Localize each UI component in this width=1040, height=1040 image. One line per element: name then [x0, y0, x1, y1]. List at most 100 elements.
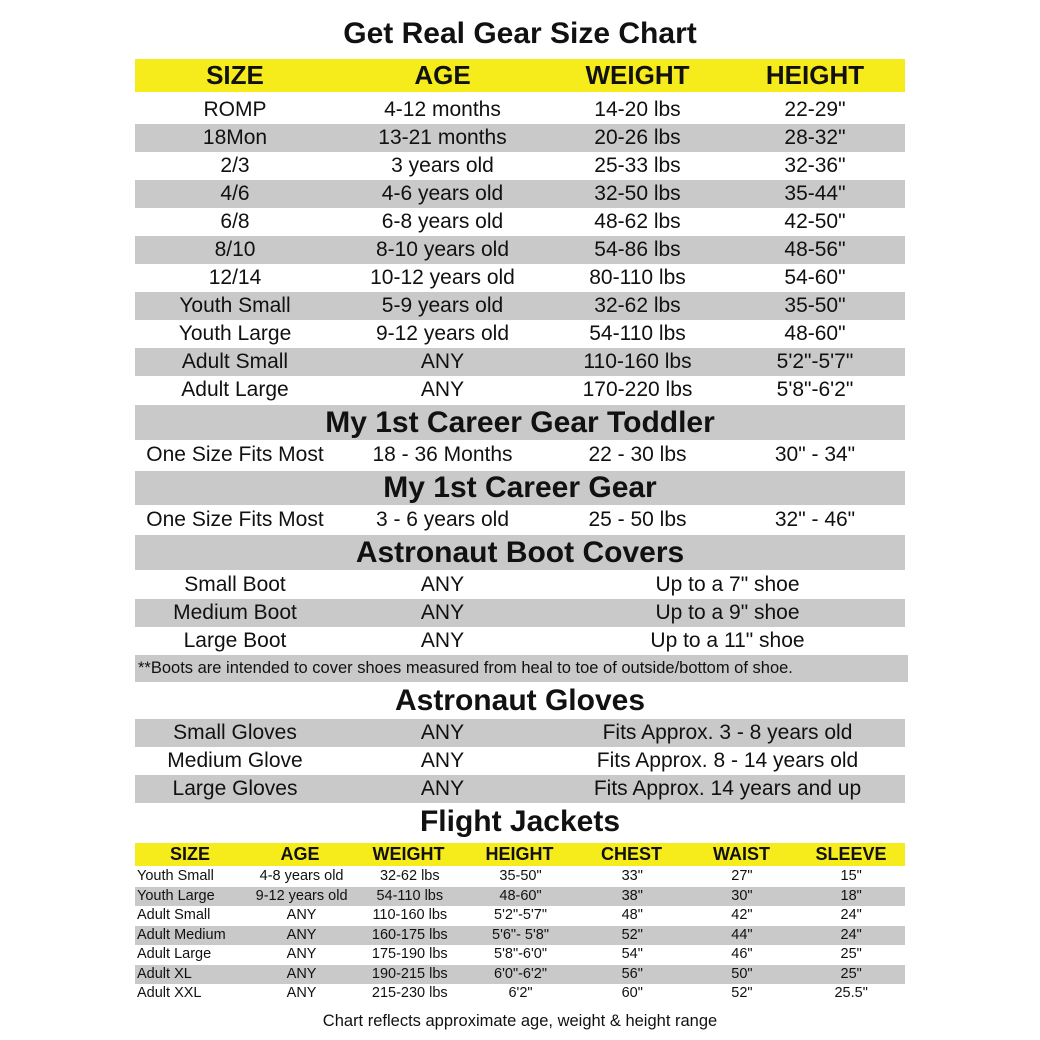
table-row: Adult XL ANY 190-215 lbs 6'0"-6'2" 56" 50" 25" — [135, 964, 905, 984]
table-cell: 18Mon — [202, 126, 268, 149]
table-cell: ANY — [420, 777, 465, 800]
table-cell: 110-160 lbs — [583, 350, 692, 373]
table-cell: ANY — [286, 926, 317, 943]
table-cell: 25.5" — [834, 985, 868, 1001]
table-row: Medium Boot ANY Up to a 9" shoe — [135, 599, 905, 627]
table-cell: 46" — [731, 946, 753, 962]
table-cell: HEIGHT — [485, 844, 554, 864]
table-cell: 2/3 — [220, 154, 250, 177]
table-cell: 6'2" — [508, 985, 533, 1001]
table-cell: SLEEVE — [815, 844, 887, 864]
table-cell: 5'2"-5'7" — [494, 907, 547, 923]
table-cell: ANY — [286, 907, 317, 923]
chart-title: Get Real Gear Size Chart — [343, 17, 697, 50]
table-cell: 4-6 years old — [381, 182, 504, 205]
table-cell: 3 - 6 years old — [375, 508, 510, 531]
table-cell: 48-60" — [784, 322, 846, 345]
table-cell: 110-160 lbs — [372, 907, 448, 923]
table-row: Youth Small 4-8 years old 32-62 lbs 35-50" 3… — [135, 867, 905, 887]
table-cell: 25-33 lbs — [594, 154, 681, 177]
table-cell: Fits Approx. 3 - 8 years old — [602, 721, 853, 744]
table-cell: 8-10 years old — [375, 238, 510, 261]
table-cell: ANY — [420, 350, 465, 373]
table-cell: Fits Approx. 8 - 14 years old — [596, 749, 859, 772]
main-table-header: SIZE AGE WEIGHT HEIGHT — [135, 59, 905, 92]
table-cell: 30" — [731, 887, 753, 904]
table-cell: 18 - 36 Months — [372, 443, 513, 466]
table-row: Adult Large ANY 170-220 lbs 5'8"-6'2" — [135, 376, 905, 404]
section-heading: Astronaut Gloves — [394, 684, 646, 717]
table-cell: Adult XL — [137, 965, 192, 982]
table-cell: 52" — [731, 985, 753, 1001]
table-cell: Up to a 11" shoe — [650, 629, 805, 652]
table-cell: ANY — [286, 985, 317, 1001]
table-cell: 48" — [621, 907, 643, 923]
table-cell: 5-9 years old — [381, 294, 504, 317]
table-cell: WEIGHT — [372, 844, 445, 864]
table-cell: AGE — [414, 60, 471, 90]
table-row: Large Boot ANY Up to a 11" shoe — [135, 627, 905, 655]
table-cell: 5'2"-5'7" — [776, 350, 854, 373]
table-cell: ANY — [420, 573, 465, 596]
chart-footer-note: Chart reflects approximate age, weight &… — [322, 1012, 718, 1030]
table-cell: 44" — [731, 926, 753, 943]
table-cell: 48-56" — [784, 238, 846, 261]
table-cell: 20-26 lbs — [594, 126, 681, 149]
table-cell: Adult Large — [137, 946, 212, 962]
table-row: 2/3 3 years old 25-33 lbs 32-36" — [135, 152, 905, 180]
table-cell: 3 years old — [391, 154, 494, 177]
table-cell: 24" — [840, 907, 862, 923]
table-cell: WEIGHT — [585, 60, 690, 90]
table-cell: 54-110 lbs — [376, 887, 444, 904]
table-row: ROMP 4-12 months 14-20 lbs 22-29" — [135, 96, 905, 124]
table-cell: ANY — [420, 749, 465, 772]
table-cell: 160-175 lbs — [371, 926, 448, 943]
table-cell: 15" — [840, 868, 862, 884]
table-cell: 52" — [621, 926, 643, 943]
table-cell: 54-86 lbs — [594, 238, 681, 261]
table-cell: 190-215 lbs — [371, 965, 448, 982]
section-heading: Astronaut Boot Covers — [135, 535, 905, 570]
table-row: Adult Medium ANY 160-175 lbs 5'6"- 5'8" 52" 4… — [135, 925, 905, 945]
table-row: Small Boot ANY Up to a 7" shoe — [135, 571, 905, 599]
table-row: Medium Glove ANY Fits Approx. 8 - 14 years… — [135, 747, 905, 775]
table-cell: SIZE — [206, 60, 264, 90]
table-cell: 38" — [621, 887, 643, 904]
table-cell: 60" — [621, 985, 643, 1001]
table-cell: 24" — [840, 926, 862, 943]
table-cell: 33" — [621, 868, 643, 884]
table-cell: 42" — [731, 907, 753, 923]
table-cell: 30" - 34" — [774, 443, 856, 466]
table-cell: 32-62 lbs — [594, 294, 681, 317]
table-cell: 35-44" — [784, 182, 846, 205]
table-cell: One Size Fits Most — [146, 443, 324, 466]
table-cell: 22 - 30 lbs — [588, 443, 687, 466]
table-cell: 6'0"-6'2" — [494, 965, 547, 982]
table-row: Adult Small ANY 110-160 lbs 5'2"-5'7" 48" 42"… — [135, 906, 905, 926]
table-cell: 12/14 — [208, 266, 262, 289]
table-row: Adult XXL ANY 215-230 lbs 6'2" 60" 52" 25.5" — [135, 984, 905, 1004]
table-cell: Adult XXL — [137, 985, 202, 1001]
table-cell: ANY — [420, 629, 465, 652]
table-cell: Small Gloves — [173, 721, 297, 744]
table-cell: 32-36" — [784, 154, 846, 177]
table-cell: Small Boot — [184, 573, 286, 596]
table-cell: 25 - 50 lbs — [588, 508, 687, 531]
section-heading: My 1st Career Gear — [135, 471, 905, 505]
table-cell: ANY — [420, 721, 465, 744]
table-cell: 56" — [621, 965, 643, 982]
table-cell: WAIST — [713, 844, 770, 864]
table-cell: 25" — [840, 946, 862, 962]
table-cell: Large Gloves — [172, 777, 298, 800]
jackets-table-header: SIZE AGE WEIGHT HEIGHT CHEST WAIST SLEEVE — [135, 843, 905, 866]
table-cell: Youth Large — [178, 322, 292, 345]
table-cell: 6-8 years old — [381, 210, 504, 233]
table-cell: 175-190 lbs — [371, 946, 448, 962]
table-cell: 48-60" — [499, 887, 542, 904]
table-cell: 27" — [731, 868, 753, 884]
table-cell: 42-50" — [784, 210, 846, 233]
table-row: Adult Small ANY 110-160 lbs 5'2"-5'7" — [135, 348, 905, 376]
table-cell: 6/8 — [220, 210, 250, 233]
table-cell: ANY — [420, 601, 465, 624]
